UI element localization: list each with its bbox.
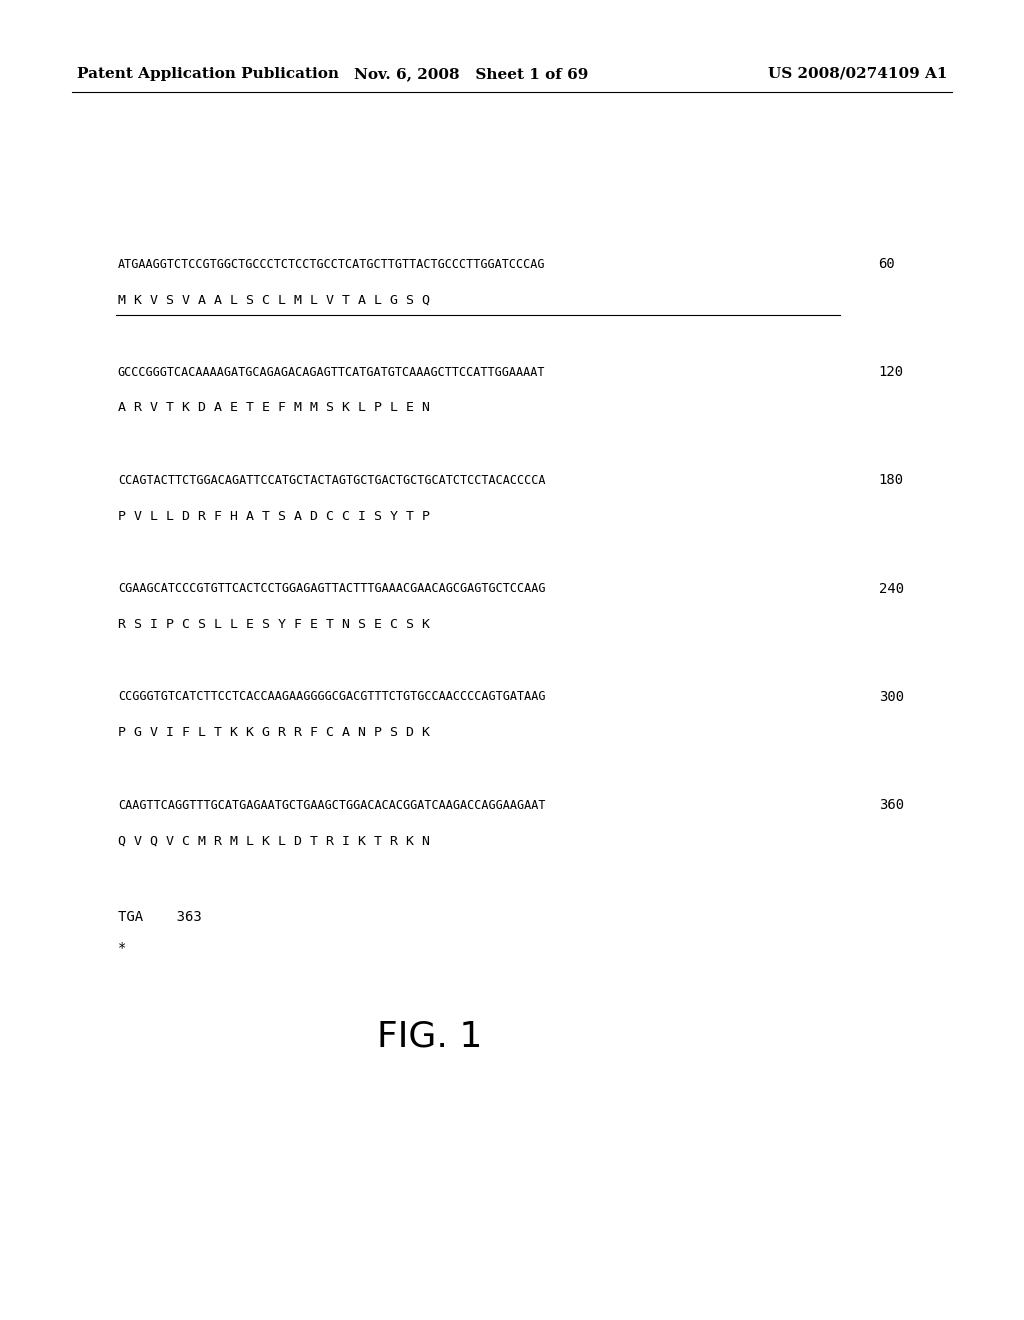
Text: *: *	[118, 941, 126, 954]
Text: CCGGGTGTCATCTTCCTCACCAAGAAGGGGCGACGTTTCTGTGCCAACCCCAGTGATAAG: CCGGGTGTCATCTTCCTCACCAAGAAGGGGCGACGTTTCT…	[118, 690, 545, 704]
Text: GCCCGGGTCACAAAAGATGCAGAGACAGAGTTCATGATGTCAAAGCTTCCATTGGAAAAT: GCCCGGGTCACAAAAGATGCAGAGACAGAGTTCATGATGT…	[118, 366, 545, 379]
Text: 300: 300	[879, 690, 904, 704]
Text: US 2008/0274109 A1: US 2008/0274109 A1	[768, 67, 947, 81]
Text: 120: 120	[879, 366, 904, 379]
Text: Nov. 6, 2008   Sheet 1 of 69: Nov. 6, 2008 Sheet 1 of 69	[354, 67, 588, 81]
Text: R S I P C S L L E S Y F E T N S E C S K: R S I P C S L L E S Y F E T N S E C S K	[118, 618, 430, 631]
Text: P G V I F L T K K G R R F C A N P S D K: P G V I F L T K K G R R F C A N P S D K	[118, 726, 430, 739]
Text: Q V Q V C M R M L K L D T R I K T R K N: Q V Q V C M R M L K L D T R I K T R K N	[118, 834, 430, 847]
Text: TGA    363: TGA 363	[118, 911, 202, 924]
Text: Patent Application Publication: Patent Application Publication	[77, 67, 339, 81]
Text: 360: 360	[879, 799, 904, 812]
Text: ATGAAGGTCTCCGTGGCTGCCCTCTCCTGCCTCATGCTTGTTACTGCCCTTGGATCCCAG: ATGAAGGTCTCCGTGGCTGCCCTCTCCTGCCTCATGCTTG…	[118, 257, 545, 271]
Text: 240: 240	[879, 582, 904, 595]
Text: CCAGTACTTCTGGACAGATTCCATGCTACTAGTGCTGACTGCTGCATCTCCTACACCCCA: CCAGTACTTCTGGACAGATTCCATGCTACTAGTGCTGACT…	[118, 474, 545, 487]
Text: 60: 60	[879, 257, 895, 271]
Text: 180: 180	[879, 474, 904, 487]
Text: A R V T K D A E T E F M M S K L P L E N: A R V T K D A E T E F M M S K L P L E N	[118, 401, 430, 414]
Text: CAAGTTCAGGTTTGCATGAGAATGCTGAAGCTGGACACACGGATCAAGACCAGGAAGAAT: CAAGTTCAGGTTTGCATGAGAATGCTGAAGCTGGACACAC…	[118, 799, 545, 812]
Text: P V L L D R F H A T S A D C C I S Y T P: P V L L D R F H A T S A D C C I S Y T P	[118, 510, 430, 523]
Text: CGAAGCATCCCGTGTTCACTCCTGGAGAGTTACTTTGAAACGAACAGCGAGTGCTCCAAG: CGAAGCATCCCGTGTTCACTCCTGGAGAGTTACTTTGAAA…	[118, 582, 545, 595]
Text: FIG. 1: FIG. 1	[378, 1019, 482, 1053]
Text: M K V S V A A L S C L M L V T A L G S Q: M K V S V A A L S C L M L V T A L G S Q	[118, 293, 430, 306]
